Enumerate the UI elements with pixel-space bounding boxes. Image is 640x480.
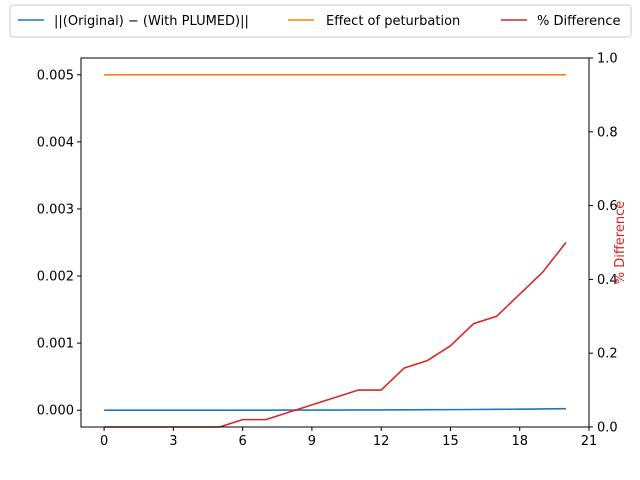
legend-label-percent-difference: % Difference	[537, 14, 621, 29]
x-tick-label: 9	[308, 434, 316, 449]
y-right-tick-label: 0.2	[597, 347, 618, 362]
x-tick-label: 15	[442, 434, 459, 449]
y-left-tick-label: 0.003	[37, 202, 74, 217]
series-line-0	[104, 407, 566, 412]
plot-frame	[80, 57, 590, 428]
x-tick-label: 21	[581, 434, 598, 449]
x-tick-label: 6	[238, 434, 246, 449]
legend-label-effect-perturbation: Effect of peturbation	[326, 14, 460, 29]
legend: ||(Original) − (With PLUMED)|| Effect of…	[9, 4, 632, 38]
legend-label-original-diff: ||(Original) − (With PLUMED)||	[54, 14, 249, 29]
x-tick-label: 0	[100, 434, 108, 449]
y-right-axis-ticks: 0.0 0.2 0.4 0.6 0.8 1.0	[589, 52, 618, 436]
y-left-tick-label: 0.000	[37, 404, 74, 419]
x-tick-label: 3	[169, 434, 177, 449]
y-right-axis-label: % Difference	[613, 201, 628, 285]
y-left-tick-label: 0.001	[37, 337, 74, 352]
axes: 0 3 6 9 12 15 18 21 0.0000.0010.0020.0030.0040.…	[37, 52, 628, 450]
x-tick-label: 12	[373, 434, 390, 449]
y-left-tick-label: 0.004	[37, 135, 74, 150]
x-tick-label: 18	[511, 434, 528, 449]
y-right-tick-label: 0.0	[597, 421, 618, 436]
y-left-tick-label: 0.002	[37, 270, 74, 285]
legend-frame	[9, 4, 632, 38]
x-axis-ticks: 0 3 6 9 12 15 18 21	[100, 427, 597, 449]
y-right-tick-label: 1.0	[597, 52, 618, 67]
y-right-tick-label: 0.6	[597, 199, 618, 214]
y-left-tick-label: 0.005	[37, 68, 74, 83]
y-left-axis-ticks: 0.000 0.001 0.002 0.003 0.004 0.005	[37, 68, 81, 419]
y-right-tick-label: 0.4	[597, 273, 618, 288]
y-right-tick-label: 0.8	[597, 125, 618, 140]
